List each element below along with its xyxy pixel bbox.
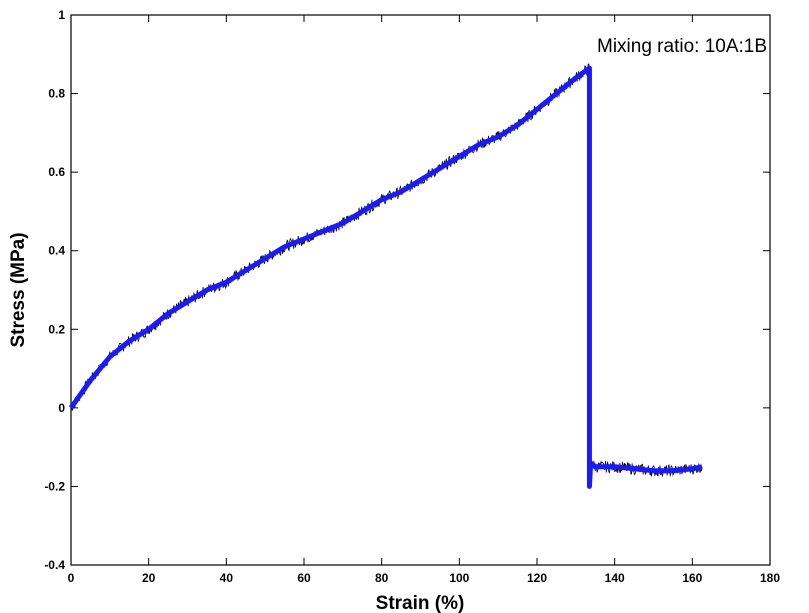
x-tick-label: 60 bbox=[297, 571, 311, 585]
x-axis-label: Strain (%) bbox=[376, 593, 465, 613]
x-tick-label: 180 bbox=[760, 571, 780, 585]
x-tick-label: 100 bbox=[449, 571, 469, 585]
x-tick-label: 0 bbox=[68, 571, 75, 585]
y-tick-label: 0.4 bbox=[48, 244, 65, 258]
y-tick-label: 0.8 bbox=[48, 87, 65, 101]
tick-labels: 0 20 40 60 80 100 120 140 160 180 -0.4 -0.2 0 0.2 0.4 0… bbox=[44, 8, 780, 585]
x-tick-label: 40 bbox=[220, 571, 234, 585]
y-axis-label: Stress (MPa) bbox=[8, 232, 29, 347]
y-tick-label: 0 bbox=[58, 401, 65, 415]
x-tick-label: 120 bbox=[527, 571, 547, 585]
mixing-ratio-annotation: Mixing ratio: 10A:1B bbox=[597, 36, 767, 57]
x-tick-label: 20 bbox=[142, 571, 156, 585]
series-group bbox=[68, 63, 703, 489]
x-tick-label: 80 bbox=[375, 571, 389, 585]
y-tick-label: 1 bbox=[58, 8, 65, 22]
y-tick-label: 0.2 bbox=[48, 322, 65, 336]
x-tick-label: 160 bbox=[682, 571, 702, 585]
plot-area bbox=[70, 14, 771, 566]
y-tick-label: 0.6 bbox=[48, 165, 65, 179]
x-tick-label: 140 bbox=[605, 571, 625, 585]
y-tick-label: -0.2 bbox=[44, 479, 65, 493]
y-tick-label: -0.4 bbox=[44, 558, 65, 572]
axis-ticks bbox=[70, 14, 771, 566]
